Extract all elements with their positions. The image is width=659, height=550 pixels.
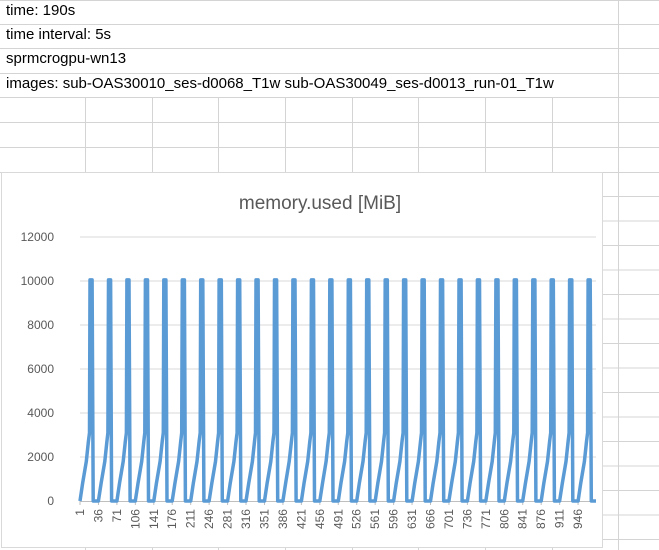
cell-row-3[interactable]: sprmcrogpu-wn13 <box>6 50 127 67</box>
x-tick-label: 386 <box>276 509 290 529</box>
x-tick-label: 806 <box>497 509 511 529</box>
memory-chart[interactable]: memory.used [MiB] 0 2000 4000 6000 8000 10000 1… <box>1 172 603 548</box>
x-tick-label: 246 <box>202 509 216 529</box>
y-tick-label: 8000 <box>27 318 54 332</box>
x-tick-label: 491 <box>331 509 345 529</box>
x-tick-label: 631 <box>405 509 419 529</box>
x-tick-label: 666 <box>424 509 438 529</box>
cell-row-2[interactable]: time interval: 5s <box>6 26 112 43</box>
x-tick-label: 281 <box>221 509 235 529</box>
y-tick-label: 12000 <box>21 230 55 244</box>
y-tick-label: 6000 <box>27 362 54 376</box>
x-tick-label: 176 <box>165 509 179 529</box>
cell-row-1[interactable]: time: 190s <box>6 2 76 19</box>
series-line-memory-used <box>78 278 596 503</box>
y-tick-label: 2000 <box>27 450 54 464</box>
y-tick-label: 4000 <box>27 406 54 420</box>
x-tick-label: 701 <box>442 509 456 529</box>
x-tick-label: 316 <box>239 509 253 529</box>
x-tick-label: 841 <box>516 509 530 529</box>
x-tick-label: 421 <box>294 509 308 529</box>
x-tick-label: 736 <box>460 509 474 529</box>
x-tick-label: 351 <box>257 509 271 529</box>
cell-row-4[interactable]: images: sub-OAS30010_ses-d0068_T1w sub-O… <box>6 75 554 92</box>
x-tick-label: 561 <box>368 509 382 529</box>
x-tick-label: 141 <box>147 509 161 529</box>
x-tick-label: 596 <box>387 509 401 529</box>
x-tick-label: 771 <box>479 509 493 529</box>
chart-plot: memory.used [MiB] 0 2000 4000 6000 8000 10000 1… <box>21 193 596 529</box>
x-tick-label: 211 <box>184 509 198 528</box>
x-tick-label: 946 <box>571 509 585 529</box>
x-tick-label: 876 <box>534 509 548 529</box>
x-tick-label: 36 <box>91 509 105 523</box>
x-tick-label: 911 <box>553 509 567 528</box>
y-tick-label: 0 <box>47 494 54 508</box>
x-tick-label: 456 <box>313 509 327 529</box>
y-tick-label: 10000 <box>21 274 55 288</box>
chart-title: memory.used [MiB] <box>239 193 401 214</box>
x-tick-label: 106 <box>128 509 142 529</box>
x-tick-label: 526 <box>350 509 364 529</box>
x-tick-label: 1 <box>73 509 87 516</box>
x-tick-label: 71 <box>110 509 124 523</box>
